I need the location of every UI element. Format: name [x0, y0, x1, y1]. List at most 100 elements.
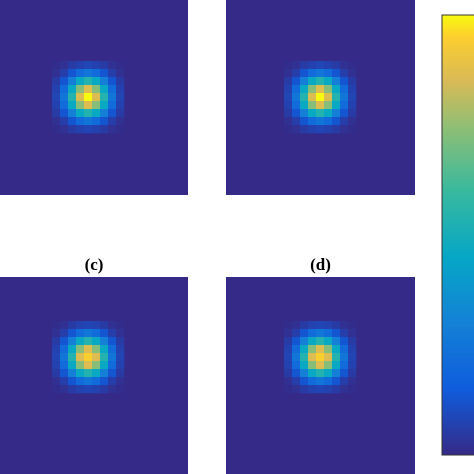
heatmap-cell: [292, 77, 301, 86]
heatmap-cell: [60, 69, 69, 78]
heatmap-cell: [308, 321, 317, 330]
heatmap-cell: [116, 93, 125, 102]
heatmap-cell: [100, 377, 109, 386]
heatmap-cell: [92, 117, 101, 126]
heatmap-cell: [324, 353, 333, 362]
heatmap-cell: [316, 329, 325, 338]
heatmap-cell: [84, 109, 93, 118]
heatmap-cell: [100, 125, 109, 134]
heatmap-cell: [332, 109, 341, 118]
heatmap-cell: [60, 361, 69, 370]
heatmap-cell: [332, 385, 341, 394]
heatmap-cell: [348, 345, 357, 354]
heatmap-cell: [284, 125, 293, 134]
heatmap-cell: [332, 329, 341, 338]
heatmap-cell: [68, 385, 77, 394]
heatmap-cell: [316, 361, 325, 370]
heatmap-cell: [324, 377, 333, 386]
heatmap-cell: [348, 77, 357, 86]
heatmap-cell: [92, 61, 101, 70]
heatmap-cell: [332, 61, 341, 70]
heatmap-cell: [84, 337, 93, 346]
heatmap-cell: [308, 61, 317, 70]
heatmap-cell: [92, 109, 101, 118]
heatmap-cell: [68, 353, 77, 362]
heatmap-cell: [300, 117, 309, 126]
heatmap-cell: [292, 85, 301, 94]
heatmap-cell: [324, 117, 333, 126]
heatmap-cell: [292, 321, 301, 330]
heatmap-cell: [348, 125, 357, 134]
heatmap-cell: [100, 61, 109, 70]
heatmap-cell: [284, 69, 293, 78]
heatmap-cell: [100, 77, 109, 86]
heatmap-cell: [84, 377, 93, 386]
heatmap-cell: [284, 369, 293, 378]
heatmap-cell: [52, 61, 61, 70]
heatmap-cell: [284, 101, 293, 110]
heatmap-cell: [76, 377, 85, 386]
heatmap-cell: [324, 361, 333, 370]
heatmap-cell: [92, 345, 101, 354]
heatmap-cell: [284, 337, 293, 346]
heatmap-cell: [92, 85, 101, 94]
heatmap-cell: [308, 109, 317, 118]
heatmap-cell: [100, 85, 109, 94]
heatmap-cell: [316, 321, 325, 330]
heatmap-cell: [324, 125, 333, 134]
heatmap-cell: [300, 385, 309, 394]
heatmap-cell: [300, 361, 309, 370]
heatmap-cell: [308, 125, 317, 134]
heatmap-cell: [348, 93, 357, 102]
heatmap-cell: [84, 385, 93, 394]
heatmap-cell: [324, 77, 333, 86]
heatmap-cell: [332, 361, 341, 370]
heatmap-cell: [108, 85, 117, 94]
heatmap-cell: [324, 321, 333, 330]
heatmap-cell: [52, 101, 61, 110]
heatmap-cell: [340, 385, 349, 394]
heatmap-cell: [316, 385, 325, 394]
heatmap-cell: [316, 125, 325, 134]
heatmap-cell: [284, 329, 293, 338]
heatmap-cell: [100, 369, 109, 378]
heatmap-cell: [332, 337, 341, 346]
heatmap-cell: [340, 69, 349, 78]
heatmap-cell: [324, 93, 333, 102]
heatmap-cell: [108, 361, 117, 370]
heatmap-cell: [108, 321, 117, 330]
heatmap-cell: [340, 377, 349, 386]
heatmap-cell: [348, 69, 357, 78]
heatmap-cell: [108, 77, 117, 86]
heatmap-cell: [92, 329, 101, 338]
heatmap-cell: [332, 77, 341, 86]
heatmap-cell: [68, 69, 77, 78]
heatmap-cell: [52, 361, 61, 370]
heatmap-cell: [308, 369, 317, 378]
heatmap-cell: [300, 77, 309, 86]
heatmap-cell: [292, 93, 301, 102]
heatmap-cell: [100, 385, 109, 394]
heatmap-cell: [60, 369, 69, 378]
heatmap-cell: [108, 101, 117, 110]
heatmap-cell: [332, 377, 341, 386]
heatmap-cell: [108, 337, 117, 346]
heatmap-cell: [100, 321, 109, 330]
heatmap-cell: [300, 61, 309, 70]
heatmap-cell: [348, 337, 357, 346]
heatmap-cell: [116, 321, 125, 330]
heatmap-cell: [76, 117, 85, 126]
heatmap-cell: [60, 117, 69, 126]
heatmap-cell: [100, 353, 109, 362]
heatmap-cell: [348, 117, 357, 126]
heatmap-cell: [292, 329, 301, 338]
heatmap-cell: [52, 77, 61, 86]
heatmap-cell: [76, 61, 85, 70]
heatmap-cell: [76, 93, 85, 102]
heatmap-cell: [68, 101, 77, 110]
heatmap-cell: [100, 117, 109, 126]
heatmap-cell: [300, 321, 309, 330]
heatmap-cell: [76, 69, 85, 78]
heatmap-cell: [340, 321, 349, 330]
